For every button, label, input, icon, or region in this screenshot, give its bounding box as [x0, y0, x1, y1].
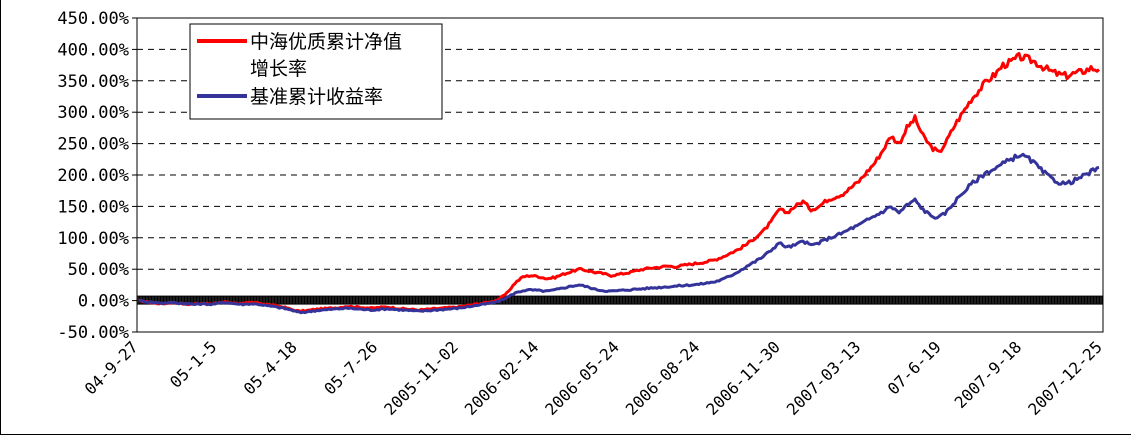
x-tick-label: 2006-08-24 [622, 337, 704, 419]
y-tick-label: 100.00% [57, 229, 129, 249]
y-tick-label: 300.00% [57, 103, 129, 123]
legend-label-series-1-line-1: 中海优质累计净值 [250, 31, 402, 53]
x-tick-label: 2007-9-18 [951, 337, 1026, 412]
x-tick-label: 2006-02-14 [461, 337, 543, 419]
x-tick-label: 2005-11-02 [380, 337, 462, 419]
y-tick-label: 250.00% [57, 135, 129, 155]
legend: 中海优质累计净值 增长率 基准累计收益率 [189, 23, 443, 120]
x-tick-label: 2006-11-30 [702, 337, 784, 419]
y-axis-ticks: -50.00% 0.00% 50.00% 100.00% 150.00% 200.00% 2… [57, 9, 137, 343]
x-tick-label: 05-1-5 [166, 337, 220, 391]
series-line-blue [138, 152, 1100, 315]
y-tick-label: 0.00% [78, 292, 129, 312]
x-tick-label: 07-6-19 [884, 337, 945, 398]
zero-band-fill [137, 295, 1103, 305]
zero-band [137, 295, 1103, 305]
x-tick-label: 04-9-27 [81, 337, 142, 398]
x-tick-label: 2007-03-13 [783, 337, 865, 419]
legend-label-series-1-line-2: 增长率 [250, 58, 307, 80]
y-tick-label: 400.00% [57, 40, 129, 60]
legend-label-series-2: 基准累计收益率 [250, 86, 383, 108]
x-axis-ticks: 04-9-27 05-1-5 05-4-18 05-7-262005-11-02200… [81, 337, 1106, 419]
x-tick-label: 05-4-18 [240, 337, 301, 398]
y-tick-label: -50.00% [57, 323, 129, 343]
y-tick-label: 150.00% [57, 197, 129, 217]
y-tick-label: 50.00% [68, 260, 129, 280]
y-tick-label: 350.00% [57, 72, 129, 92]
y-tick-label: 450.00% [57, 9, 129, 29]
x-tick-label: 05-7-26 [320, 337, 381, 398]
x-tick-label: 2006-05-24 [541, 337, 623, 419]
x-tick-label: 2007-12-25 [1024, 337, 1106, 419]
y-tick-label: 200.00% [57, 166, 129, 186]
series-lines [138, 52, 1101, 315]
